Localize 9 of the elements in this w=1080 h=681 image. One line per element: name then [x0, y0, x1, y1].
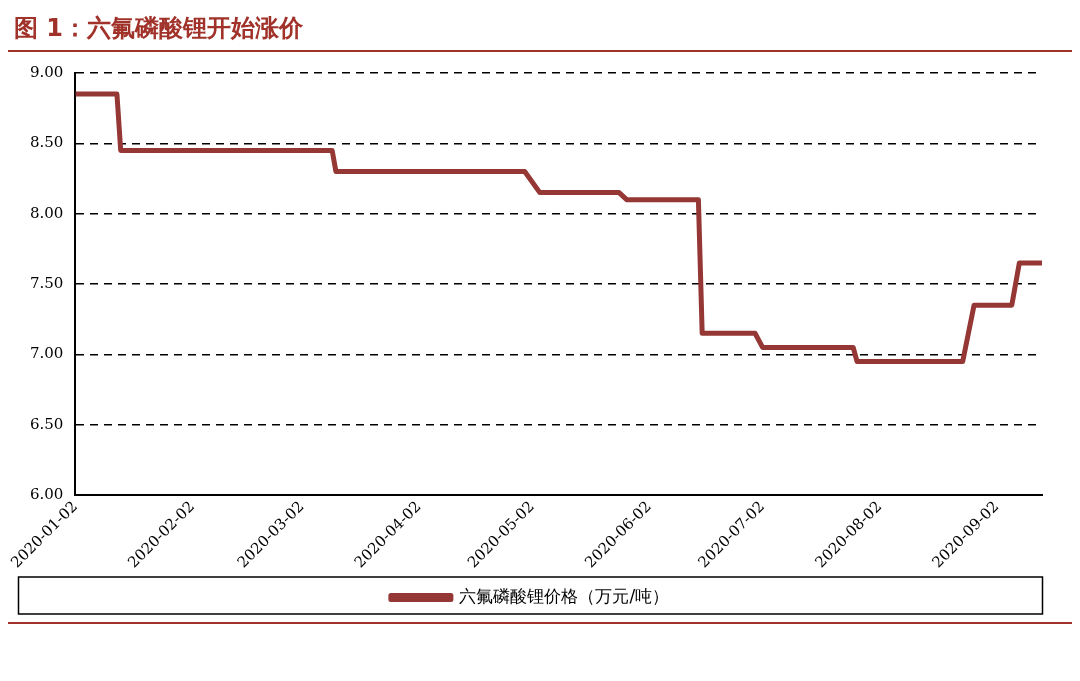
legend-label: 六氟磷酸锂价格（万元/吨）	[459, 585, 670, 606]
y-tick-label: 8.50	[29, 133, 64, 152]
y-tick-label: 7.00	[29, 344, 64, 363]
y-tick-label: 8.00	[29, 203, 64, 222]
y-tick-label: 7.50	[29, 273, 64, 292]
y-tick-label: 9.00	[29, 62, 64, 81]
chart-title: 图 1：六氟磷酸锂开始涨价	[8, 8, 1072, 52]
y-tick-label: 6.50	[29, 414, 64, 433]
y-tick-label: 6.00	[29, 485, 64, 504]
